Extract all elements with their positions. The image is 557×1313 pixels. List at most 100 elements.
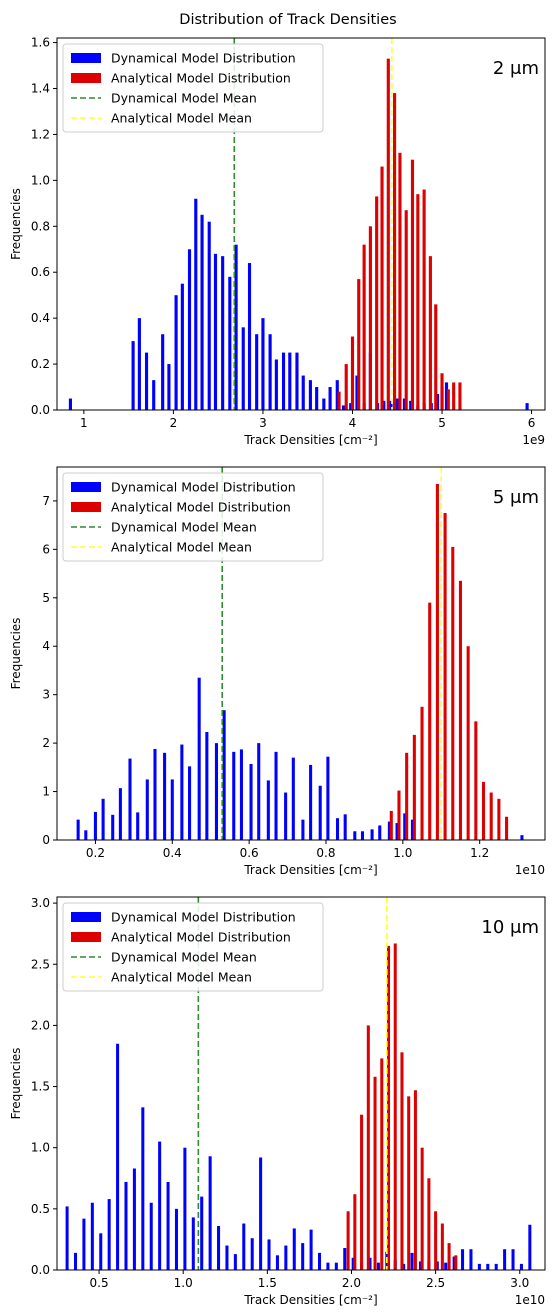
p0-analytical-bar-20	[458, 382, 462, 410]
p1-ytick-label-5: 5	[42, 591, 50, 605]
p0-dynamical-bar-48	[444, 382, 449, 410]
p2-dynamical-bar-32	[334, 1262, 338, 1270]
p1-dynamical-bar-3	[101, 798, 105, 840]
p2-dynamical-bar-52	[503, 1249, 507, 1270]
p2-dynamical-bar-51	[494, 1263, 498, 1270]
p0-dynamical-bar-18	[247, 263, 252, 410]
p1-dynamical-bar-36	[387, 821, 391, 840]
p2-xtick-label-3: 2.0	[342, 1276, 361, 1290]
p1-dynamical-bar-6	[128, 758, 132, 840]
p0-analytical-bar-19	[452, 382, 456, 410]
p0-legend: Dynamical Model Distribution Analytical M…	[62, 43, 324, 133]
p0-dynamical-bar-33	[349, 403, 353, 410]
p1-analytical-bar-15	[505, 816, 509, 840]
p1-dynamical-bar-16	[214, 743, 218, 840]
p0-xtick-label-4: 5	[438, 416, 446, 430]
p1-dynamical-bar-30	[335, 818, 340, 840]
p2-dynamical-bar-20	[233, 1254, 237, 1270]
p1-dynamical-bar-2	[93, 811, 97, 840]
p2-legend-label-dynamical-dist: Dynamical Model Distribution	[111, 910, 296, 925]
p2-analytical-bar-15	[447, 1243, 451, 1270]
p0-ytick-label-4: 0.8	[31, 219, 50, 233]
p0-xtick-label-1: 2	[170, 416, 178, 430]
p1-dynamical-bar-35	[378, 825, 382, 840]
p0-analytical-bar-10	[398, 152, 402, 410]
p2-xtick-label-2: 1.5	[258, 1276, 277, 1290]
p2-axes-frame	[56, 896, 546, 1271]
p1-analytical-bar-10	[466, 646, 470, 840]
p1-dynamical-bar-25	[291, 757, 295, 840]
p1-panel-label: 5 μm	[493, 487, 539, 508]
p2-dynamical-bar-22	[250, 1238, 254, 1270]
p2-dynamical-bar-2	[82, 1218, 86, 1270]
p0-ytick-label-2: 0.4	[31, 311, 50, 325]
p0-dynamical-bar-23	[281, 352, 286, 410]
p2-dynamical-bar-24	[267, 1239, 271, 1270]
p1-legend-swatch-dynamical-dist	[71, 482, 101, 492]
p2-dynamical-bar-14	[183, 1147, 187, 1270]
p2-legend-label-analytical-mean: Analytical Model Mean	[111, 970, 252, 985]
p0-dynamical-bar-13	[213, 253, 218, 410]
p2-analytical-bar-12	[427, 1178, 431, 1270]
p2-ytick-label-4: 2.0	[31, 1018, 50, 1032]
p1-legend-label-analytical-mean: Analytical Model Mean	[111, 540, 252, 555]
p2-dynamical-bar-10	[149, 1202, 153, 1270]
p0-ytick-label-1: 0.2	[31, 357, 50, 371]
p1-dynamical-bar-21	[257, 743, 261, 840]
p2-analytical-bar-7	[393, 943, 397, 1270]
p2-dynamical-bar-15	[191, 1217, 195, 1270]
p2-dynamical-bar-9	[141, 1107, 145, 1270]
p0-dynamical-bar-16	[234, 244, 238, 410]
p0-dynamical-bar-5	[161, 334, 165, 410]
p2-dynamical-bar-34	[351, 1257, 355, 1270]
p0-dynamical-bar-4	[152, 380, 156, 410]
p1-x-multiplier: 1e10	[515, 863, 545, 877]
p2-dynamical-bar-44	[435, 1261, 439, 1270]
p2-dynamical-bar-5	[107, 1199, 111, 1270]
p0-analytical-bar-12	[410, 159, 415, 410]
p0-analytical-bar-7	[380, 166, 384, 410]
p1-legend-swatch-analytical-dist	[71, 502, 101, 512]
p1-ytick-label-6: 6	[42, 542, 50, 556]
p2-x-multiplier: 1e10	[515, 1293, 545, 1307]
p1-ytick-label-7: 7	[42, 494, 50, 508]
p0-dynamical-bar-24	[288, 352, 292, 410]
p2-ytick-label-6: 3.0	[31, 896, 50, 910]
p2-analytical-bar-10	[413, 1090, 417, 1270]
p0-ytick-label-0: 0.0	[31, 403, 50, 417]
p0-dynamical-bar-14	[221, 256, 225, 410]
p2-analytical-bar-9	[407, 1096, 411, 1270]
p0-analytical-bar-0	[337, 391, 341, 410]
p2-ytick-label-5: 2.5	[31, 957, 50, 971]
p1-dynamical-bar-33	[360, 831, 365, 840]
p0-ytick-label-8: 1.6	[31, 36, 50, 50]
p2-analytical-bar-13	[434, 1211, 438, 1270]
p1-dynamical-bar-29	[326, 756, 330, 840]
p0-analytical-bar-8	[386, 58, 390, 411]
p2-ytick-label-2: 1.0	[31, 1141, 50, 1155]
p1-dynamical-bar-17	[222, 710, 226, 840]
p1-dynamical-bar-31	[343, 814, 347, 840]
p2-dynamical-bar-13	[174, 1208, 178, 1270]
p0-dynamical-bar-20	[261, 318, 265, 410]
p2-xtick-label-0: 0.5	[90, 1276, 109, 1290]
p0-xlabel: Track Densities [cm⁻²]	[243, 433, 377, 447]
panel-2um: 1 2 3 4 5 6 0.0 0.2 0.4 0.6 0.8 1.0 1.2 1.4 1.6 1e9 Trac…	[9, 36, 546, 447]
p1-dynamical-bar-12	[180, 744, 184, 840]
p0-dynamical-bar-27	[308, 380, 312, 410]
p2-analytical-bar-16	[454, 1255, 458, 1270]
p0-legend-label-analytical-dist: Analytical Model Distribution	[111, 71, 291, 86]
p2-dynamical-bar-7	[124, 1181, 128, 1270]
p1-ytick-label-3: 3	[42, 688, 50, 702]
p0-analytical-bar-16	[434, 304, 438, 410]
p1-dynamical-bar-22	[266, 780, 270, 840]
p2-dynamical-bar-11	[158, 1141, 162, 1270]
p1-analytical-bar-2	[405, 752, 409, 840]
p2-dynamical-bar-31	[326, 1262, 330, 1270]
p1-dynamical-bar-8	[145, 779, 149, 840]
p0-dynamical-bar-29	[322, 398, 326, 410]
p1-analytical-bar-1	[397, 790, 401, 840]
p1-dynamical-bar-5	[118, 788, 122, 840]
p2-dynamical-bar-55	[528, 1224, 532, 1270]
p1-xlabel: Track Densities [cm⁻²]	[243, 863, 377, 877]
